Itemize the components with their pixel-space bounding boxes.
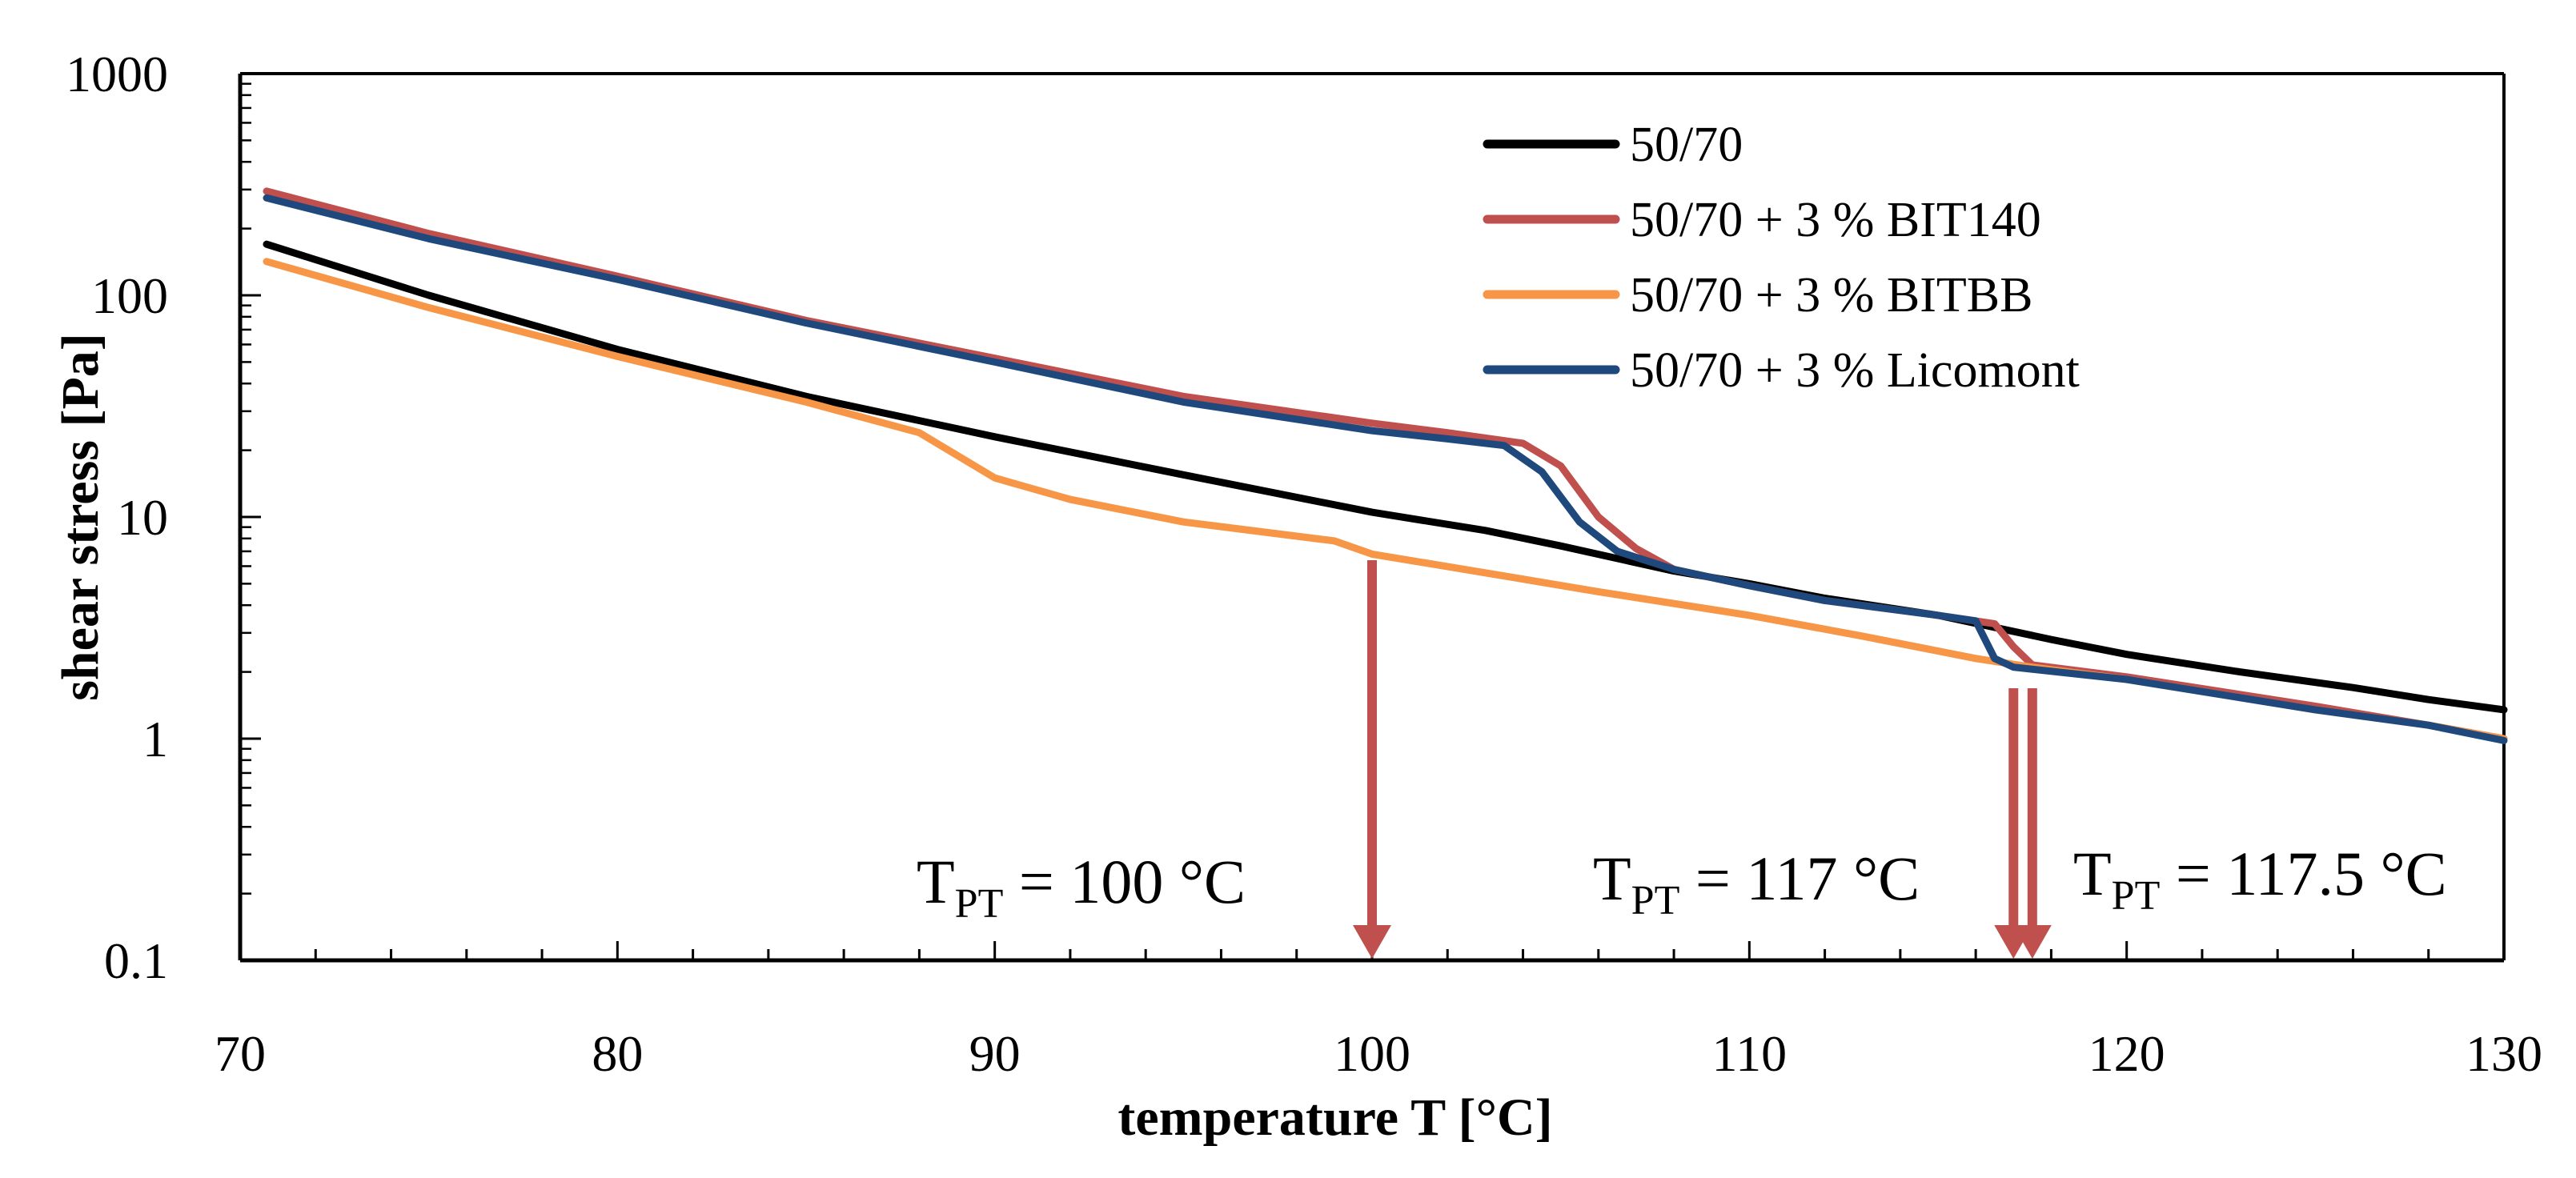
x-tick-label: 90: [969, 1025, 1021, 1082]
x-tick-label: 120: [2088, 1025, 2165, 1082]
x-tick-label: 130: [2466, 1025, 2542, 1082]
y-tick-label: 100: [91, 267, 168, 324]
annotation-arrow-shaft: [1367, 560, 1377, 935]
x-axis-title: temperature T [°C]: [1117, 1088, 1552, 1147]
x-tick-label: 80: [592, 1025, 643, 1082]
annotation-label: TPT = 100 °C: [917, 847, 1246, 927]
annotation-label: TPT = 117 °C: [1593, 843, 1920, 924]
x-tick-labels: 70 80 90 100 110 120 130: [215, 1025, 2542, 1082]
legend: 50/70 50/70 + 3 % BIT140 50/70 + 3 % BITBB…: [1483, 118, 2080, 398]
annotation-label: TPT = 117.5 °C: [2073, 839, 2447, 919]
y-tick-label: 10: [117, 489, 168, 546]
legend-label: 50/70 + 3 % Licomont: [1630, 343, 2080, 398]
annotation-arrow-head: [1353, 925, 1391, 959]
axis-ticks: [239, 72, 2506, 962]
x-tick-label: 70: [215, 1025, 266, 1082]
annotation-3: TPT = 117.5 °C: [2012, 688, 2447, 959]
x-tick-label: 100: [1334, 1025, 1410, 1082]
y-axis-title: shear stress [Pa]: [51, 333, 110, 701]
y-tick-label: 0.1: [104, 932, 168, 989]
series-line-1: [263, 240, 2508, 714]
annotation-1: TPT = 100 °C: [917, 560, 1391, 959]
y-tick-labels: 0.1 1 10 100 1000: [66, 46, 168, 989]
y-tick-label: 1000: [66, 46, 168, 102]
phase-transition-annotations: TPT = 100 °C TPT = 117 °C TPT = 117.5 °C: [917, 560, 2447, 959]
legend-label: 50/70 + 3 % BITBB: [1630, 268, 2032, 323]
series-lines: [263, 187, 2508, 744]
y-tick-label: 1: [142, 711, 168, 767]
annotation-arrow-head: [2012, 925, 2052, 959]
annotation-arrow-shaft: [2008, 688, 2019, 935]
series-line-4: [263, 194, 2508, 744]
annotation-2: TPT = 117 °C: [1593, 688, 2033, 959]
x-tick-label: 110: [1712, 1025, 1788, 1082]
legend-label: 50/70 + 3 % BIT140: [1630, 193, 2041, 247]
series-line-3: [263, 258, 2508, 743]
annotation-arrow-shaft: [2027, 688, 2037, 935]
legend-label: 50/70: [1630, 118, 1743, 172]
